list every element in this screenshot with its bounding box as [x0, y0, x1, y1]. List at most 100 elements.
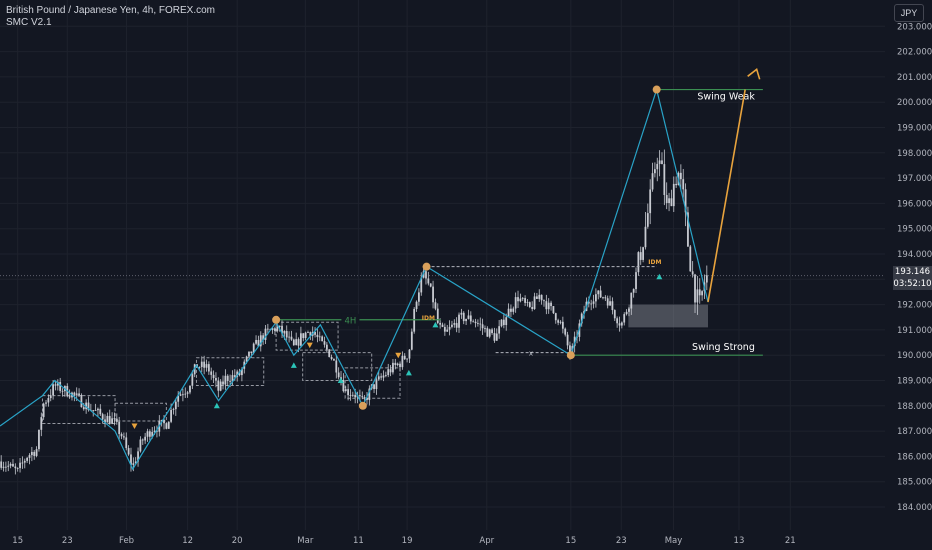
candle-body — [182, 394, 184, 396]
candle-body — [514, 297, 517, 309]
candle-body — [104, 419, 106, 423]
candle-body — [210, 371, 213, 375]
candle-body — [290, 336, 293, 340]
candle-body — [363, 397, 366, 399]
candle-body — [21, 462, 24, 464]
candle-body — [115, 418, 118, 422]
candle-body — [255, 339, 257, 344]
candle-body — [123, 436, 125, 438]
candle-body — [163, 419, 165, 424]
candle-body — [495, 333, 498, 341]
candle-body — [434, 302, 437, 309]
price-tick-label: 191.000 — [897, 326, 932, 336]
candle-body — [656, 163, 659, 170]
candle-body — [557, 320, 560, 323]
candle-body — [462, 312, 465, 322]
candle-body — [672, 183, 675, 207]
candle-body — [238, 371, 241, 376]
candle-body — [80, 395, 83, 408]
up-triangle-marker — [432, 321, 439, 328]
candle-body — [604, 297, 607, 299]
price-tick-label: 188.000 — [897, 402, 932, 412]
candle-body — [274, 328, 276, 331]
pivot-dot — [652, 85, 661, 94]
candle-body — [661, 160, 663, 165]
time-tick-label: 15 — [12, 536, 23, 546]
currency-button[interactable]: JPY — [894, 4, 924, 22]
candle-body — [49, 395, 52, 399]
candle-body — [658, 160, 661, 164]
candle-body — [28, 455, 31, 458]
up-triangle-marker — [337, 377, 344, 383]
up-triangle-marker — [213, 402, 220, 409]
candle-body — [318, 336, 321, 338]
down-triangle-marker — [395, 352, 402, 359]
candle-body — [207, 364, 210, 372]
candle-body — [684, 189, 687, 213]
candle-body — [179, 394, 182, 396]
bar-countdown: 03:52:10 — [893, 279, 932, 289]
candle-body — [19, 462, 21, 469]
candle-body — [599, 290, 602, 298]
candle-body — [222, 381, 224, 385]
candle-body — [606, 298, 609, 306]
candle-body — [0, 461, 3, 468]
demand-zone-box — [628, 304, 708, 328]
candle-body — [120, 433, 123, 437]
candle-body — [304, 332, 307, 339]
candle-body — [564, 328, 567, 335]
candle-body — [309, 332, 312, 336]
candle-body — [455, 323, 458, 328]
pivot-dot — [272, 315, 281, 324]
candle-body — [590, 303, 593, 305]
time-tick-label: 13 — [734, 536, 745, 546]
candle-body — [281, 325, 283, 334]
time-axis: 15 23 Feb 12 20 Mar 11 19 Apr 15 23 May 13 21 — [12, 536, 795, 546]
candle-body — [512, 308, 515, 312]
candle-body — [646, 213, 649, 227]
candle-body — [231, 375, 234, 382]
candle-body — [368, 388, 371, 401]
candle-body — [689, 246, 692, 272]
candle-body — [467, 315, 470, 319]
x-mark: x — [529, 350, 533, 358]
candle-body — [580, 313, 583, 324]
candle-body — [165, 423, 168, 429]
candle-body — [642, 247, 644, 260]
candle-body — [295, 339, 298, 346]
price-tick-label: 194.000 — [897, 250, 932, 260]
candle-body — [172, 409, 175, 410]
candle-body — [432, 286, 434, 303]
candle-body — [375, 379, 378, 390]
candle-body — [12, 463, 14, 467]
candle-body — [361, 396, 364, 398]
candle-body — [663, 164, 666, 195]
candle-body — [14, 466, 17, 469]
candle-body — [359, 395, 361, 397]
candle-body — [552, 306, 555, 314]
candle-body — [111, 418, 113, 424]
candle-body — [351, 394, 354, 396]
candle-body — [215, 377, 217, 381]
candle-body — [73, 392, 76, 395]
indicator-name[interactable]: SMC V2.1 — [6, 17, 52, 28]
candle-body — [392, 362, 394, 373]
candle-body — [472, 321, 475, 323]
candle-body — [682, 179, 685, 190]
candle-body — [616, 318, 619, 324]
time-tick-label: 20 — [232, 536, 243, 546]
candle-body — [389, 369, 392, 373]
idm-label: IDM — [422, 315, 435, 322]
candle-body — [644, 226, 647, 248]
candle-body — [481, 324, 484, 329]
candle-body — [668, 198, 670, 204]
candle-body — [307, 332, 309, 333]
candle-body — [396, 363, 399, 366]
candle-body — [493, 333, 496, 341]
candle-body — [691, 271, 694, 275]
candle-body — [148, 431, 151, 437]
candle-body — [108, 415, 111, 424]
candle-body — [68, 396, 71, 398]
down-triangle-marker — [131, 423, 138, 430]
